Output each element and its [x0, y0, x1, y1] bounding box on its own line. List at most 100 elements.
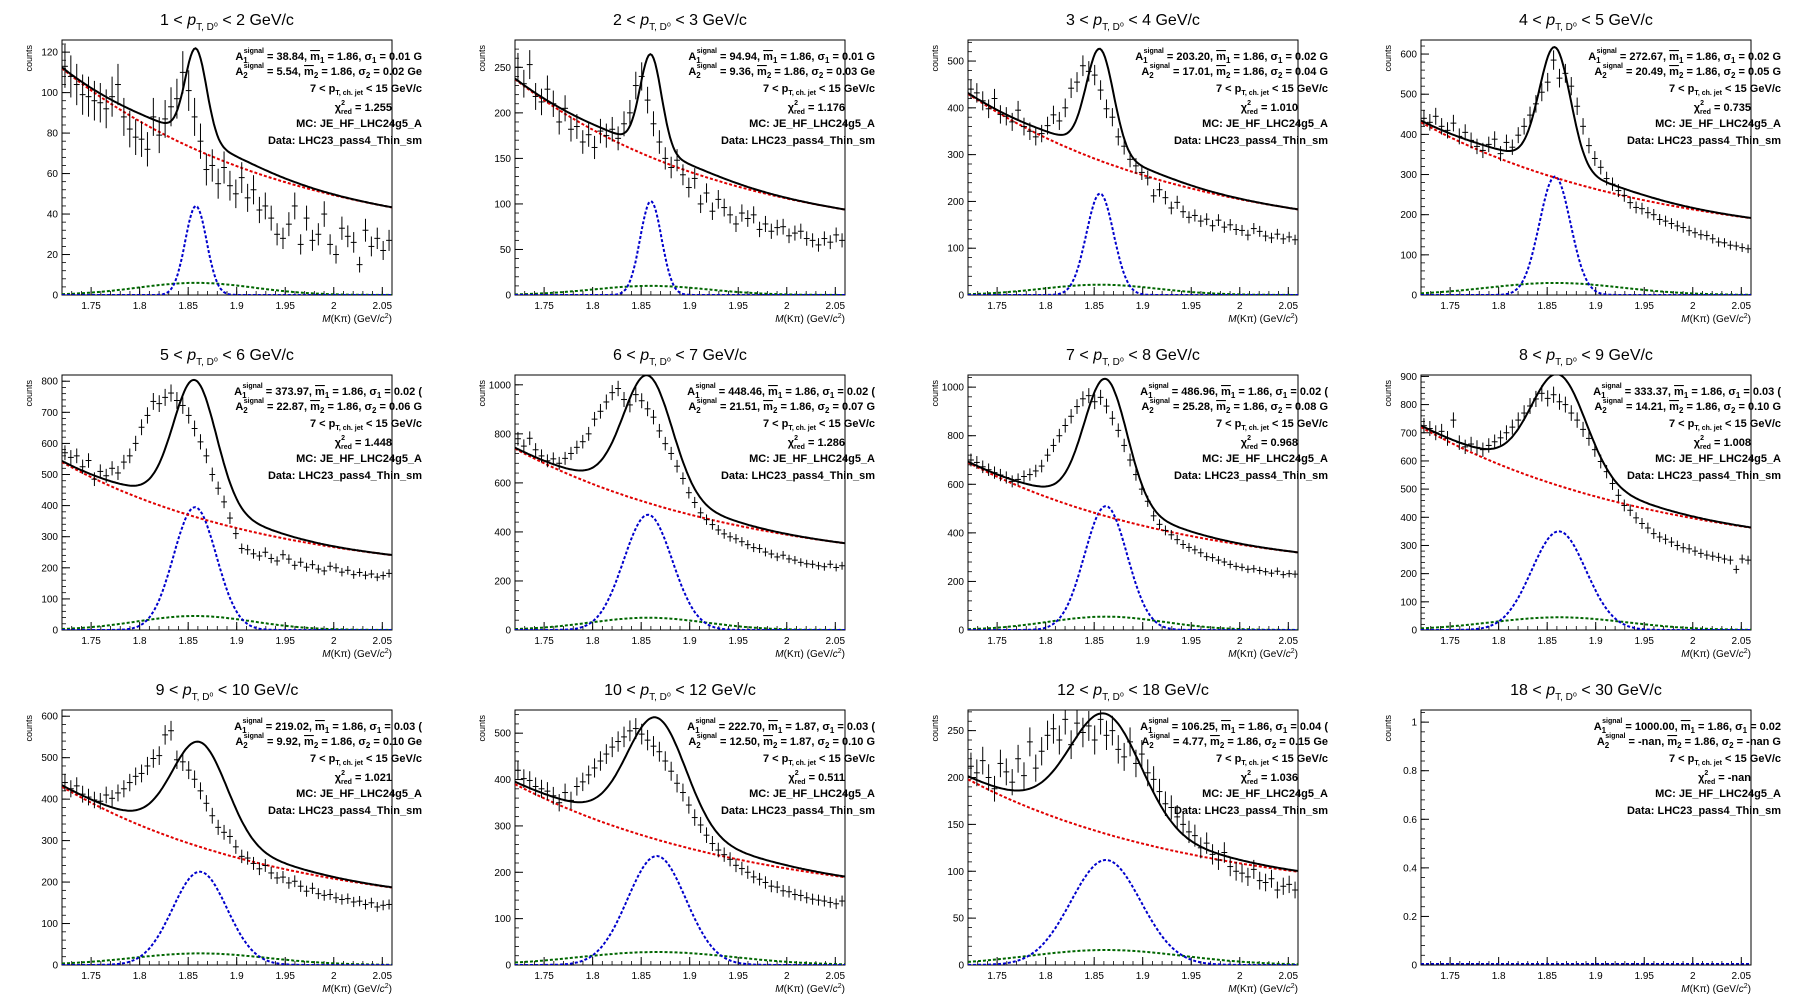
x-label-sup: 2: [1744, 648, 1748, 655]
y-tick-label: 1000: [942, 383, 965, 394]
a2-sub: 2: [696, 71, 701, 80]
legend-mc-label: MC: JE_HF_LHC24g5_A: [749, 453, 875, 465]
chi2-symbol: χ: [1241, 102, 1248, 114]
s1-symbol: σ: [369, 386, 377, 398]
data-point: [1138, 740, 1145, 769]
jet-cut-text: 7 < p: [310, 418, 336, 430]
data-point: [668, 446, 675, 461]
chi2-sub: red: [1247, 779, 1258, 786]
data-point: [1497, 146, 1504, 162]
data-point: [1621, 499, 1628, 512]
x-tick-label: 1.95: [276, 971, 296, 982]
s2-symbol: σ: [1264, 736, 1272, 748]
fit-panel-7: 7 < pT, D⁰ < 8 GeV/c1.75 1.8 1.85 1.9 1.95 2 2…: [930, 347, 1328, 660]
data-point: [126, 110, 133, 148]
plot-frame: [514, 374, 846, 631]
m1-value: = 1.86,: [1235, 721, 1275, 733]
data-point: [162, 388, 169, 406]
background-fit-curve: [968, 461, 1298, 554]
chi2-sub: red: [341, 109, 352, 116]
jet-cut-tail: < 15 GeV/c: [816, 418, 875, 430]
s2-sub: 2: [1731, 406, 1736, 415]
data-point: [1056, 428, 1063, 443]
a1-value: = 333.37,: [1622, 386, 1674, 398]
data-point: [650, 409, 657, 425]
data-point: [256, 551, 263, 561]
x-label-sup: 2: [838, 983, 842, 990]
data-point: [67, 780, 74, 798]
s1-symbol: σ: [817, 51, 825, 63]
data-point: [650, 111, 657, 137]
data-point: [215, 481, 222, 495]
a2-value: = -nan,: [1625, 736, 1667, 748]
y-tick-label: 0: [52, 626, 58, 637]
jet-cut-text: 7 < p: [1216, 418, 1242, 430]
data-point: [120, 780, 127, 798]
x-tick-label: 2.05: [826, 301, 846, 312]
data-point: [1168, 201, 1175, 215]
plot-area: [62, 378, 392, 630]
y-tick-label: 0.2: [1403, 912, 1417, 923]
data-point: [579, 434, 586, 449]
data-point: [1644, 206, 1651, 219]
data-point: [1456, 128, 1463, 145]
data-point: [209, 149, 216, 182]
s2-symbol: σ: [1270, 66, 1278, 78]
s2-sub: 2: [1729, 741, 1734, 750]
s2-sub: 2: [1278, 71, 1283, 80]
data-point: [1021, 762, 1027, 789]
legend-line-2: A2signal = 12.50, m2 = 1.87, σ2 = 0.10 G: [688, 733, 875, 750]
data-point: [1032, 128, 1039, 146]
data-point: [1068, 409, 1075, 424]
data-point: [1156, 778, 1163, 805]
title-variable: p: [639, 347, 649, 364]
total-fit-curve: [1421, 46, 1751, 219]
a1-symbol: A: [234, 386, 242, 398]
m2-value: = 1.86,: [1224, 736, 1264, 748]
data-point: [1286, 231, 1293, 243]
y-tick-label: 600: [41, 439, 58, 450]
data-point: [1227, 856, 1234, 877]
data-point: [109, 76, 116, 117]
x-label-symbol: M: [322, 984, 331, 995]
data-point: [786, 554, 792, 564]
title-subscript: T, D⁰: [649, 357, 671, 368]
m2-sub: 2: [1677, 741, 1682, 750]
data-point: [544, 75, 551, 103]
data-point: [1138, 483, 1145, 495]
y-tick-label: 0: [1411, 291, 1417, 302]
data-point: [744, 865, 751, 879]
legend-data-label: Data: LHC23_pass4_Thin_sm: [1627, 470, 1781, 482]
title-high-bound: < 9 GeV/c: [1577, 347, 1653, 364]
x-label-sup: 2: [385, 313, 389, 320]
legend-mc-label: MC: JE_HF_LHC24g5_A: [749, 788, 875, 800]
data-point: [697, 194, 704, 214]
data-point: [603, 744, 610, 764]
a2-sup: signal: [1603, 63, 1623, 70]
s1-sub: 1: [372, 56, 377, 65]
x-tick-label: 1.8: [586, 971, 600, 982]
legend-line-2: A2signal = 5.54, m2 = 1.86, σ2 = 0.02 Ge: [235, 63, 422, 80]
chi2-symbol: χ: [1241, 772, 1248, 784]
data-point: [697, 816, 704, 834]
data-point: [768, 223, 775, 239]
background-fit-curve: [515, 783, 845, 879]
legend-mc-label: MC: JE_HF_LHC24g5_A: [1655, 788, 1781, 800]
data-point: [973, 83, 980, 103]
data-point: [321, 889, 328, 901]
legend-data-label: Data: LHC23_pass4_Thin_sm: [1174, 470, 1328, 482]
a2-value: = 12.50,: [717, 736, 763, 748]
data-point: [274, 556, 281, 566]
y-tick-label: 150: [494, 154, 511, 165]
data-point: [333, 245, 339, 264]
data-point: [109, 461, 116, 476]
y-tick-label: 700: [41, 408, 58, 419]
m2-sub: 2: [314, 71, 319, 80]
plot-frame: [967, 39, 1299, 296]
plot-frame: [514, 709, 846, 966]
data-point: [1733, 565, 1740, 574]
y-tick-label: 250: [947, 726, 964, 737]
x-axis-label: M(Kπ) (GeV/c2): [775, 983, 845, 995]
data-point: [1062, 98, 1069, 118]
data-point: [1479, 142, 1486, 159]
